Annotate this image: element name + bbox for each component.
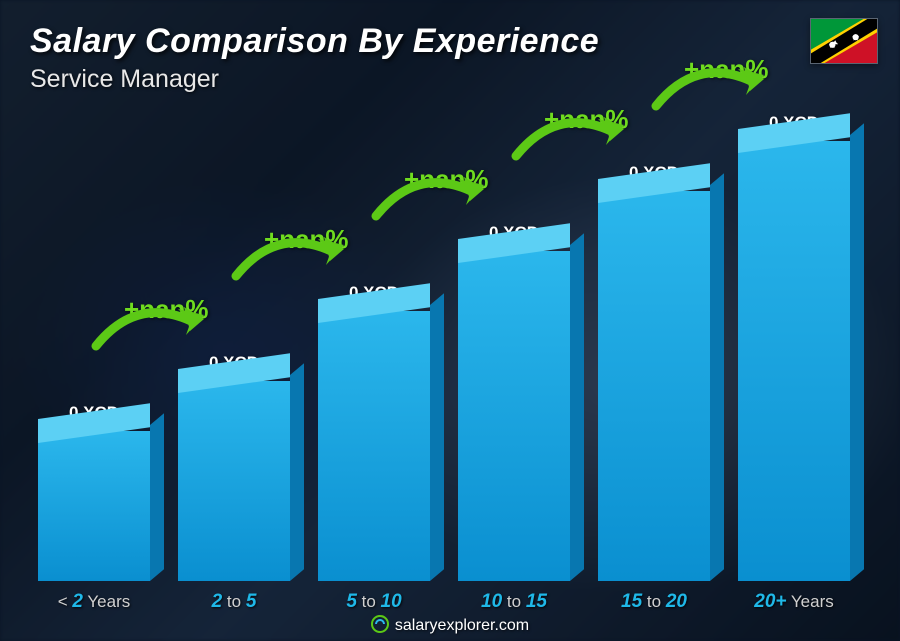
pct-increase-label: +nan% [404,164,489,195]
chart-subtitle: Service Manager [30,65,599,94]
bar [738,141,850,581]
x-axis-labels: < 2 Years 2 to 5 5 to 10 10 to 15 15 to 20 20… [38,591,850,613]
bar-slot: +nan% 0 XCD [738,113,850,581]
bar [598,191,710,581]
bar [318,311,430,581]
country-flag-icon [810,18,878,64]
x-axis-category: 15 to 20 [598,591,710,613]
footer-text: salaryexplorer.com [395,617,529,634]
pct-increase-label: +nan% [124,294,209,325]
bar-slot: +nan% 0 XCD [598,163,710,581]
bar [38,431,150,581]
bar [458,251,570,581]
bar-slot: +nan% 0 XCD [458,223,570,581]
logo-icon [371,615,389,633]
bar-slot: 0 XCD [38,403,150,581]
bar-chart: 0 XCD+nan% 0 XCD+nan% 0 XCD+nan% 0 XCD+n… [38,101,850,581]
bar [178,381,290,581]
x-axis-category: 2 to 5 [178,591,290,613]
x-axis-category: 20+ Years [738,591,850,613]
x-axis-category: < 2 Years [38,591,150,613]
pct-increase-label: +nan% [544,104,629,135]
chart-header: Salary Comparison By Experience Service … [30,22,599,94]
pct-increase-label: +nan% [684,54,769,85]
footer-attribution: salaryexplorer.com [0,615,900,635]
x-axis-category: 10 to 15 [458,591,570,613]
x-axis-category: 5 to 10 [318,591,430,613]
pct-increase-label: +nan% [264,224,349,255]
bar-slot: +nan% 0 XCD [178,353,290,581]
chart-title: Salary Comparison By Experience [30,22,599,61]
bar-slot: +nan% 0 XCD [318,283,430,581]
